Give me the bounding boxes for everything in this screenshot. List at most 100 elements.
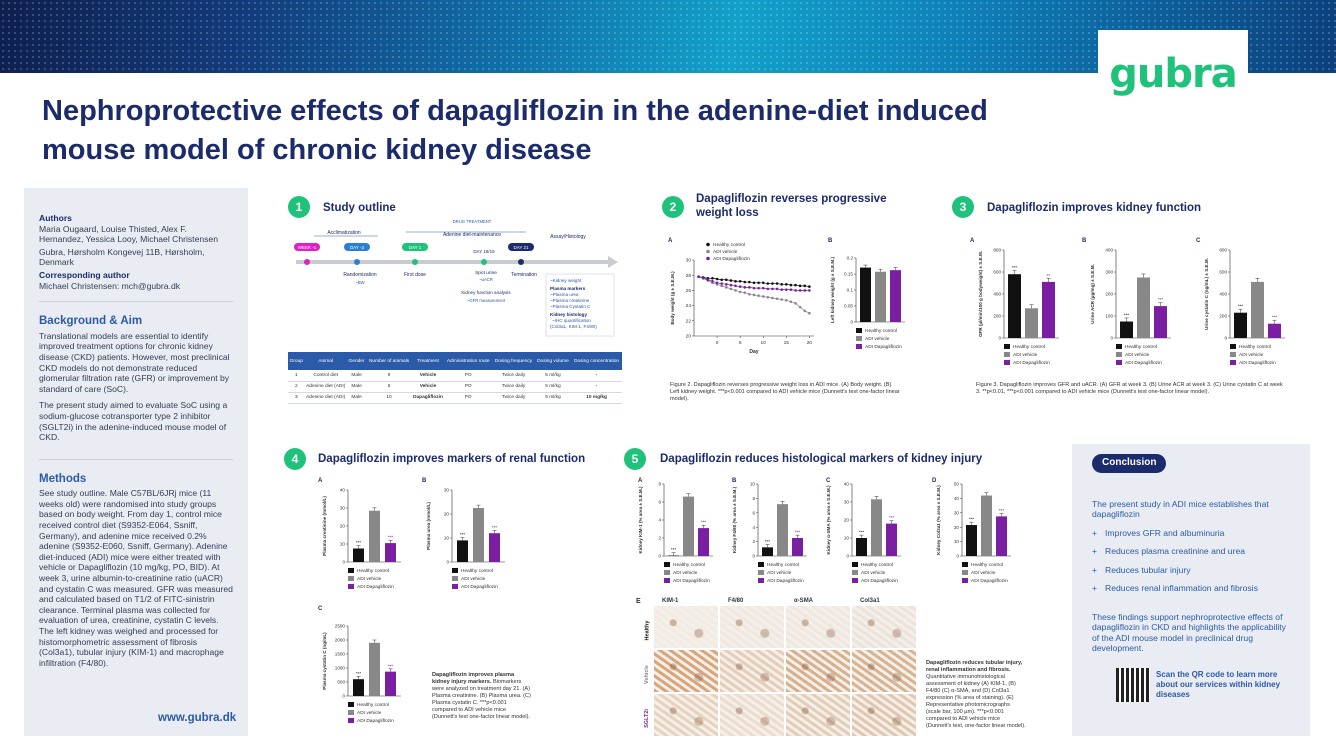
histology-column-label: KIM-1 — [662, 598, 679, 604]
y-tick-label: 20 — [340, 524, 346, 529]
y-tick-label: 0 — [998, 336, 1001, 341]
legend-swatch — [1230, 344, 1236, 349]
bar — [1251, 281, 1264, 338]
y-tick-label: 10 — [750, 482, 756, 487]
legend-swatch — [1230, 360, 1236, 365]
data-point — [766, 282, 770, 285]
table-cell: 3 — [288, 392, 305, 404]
legend-label: ADI vehicle — [1125, 352, 1150, 358]
table-cell: Male — [346, 381, 367, 393]
y-tick-label: 2 — [752, 539, 755, 544]
legend-swatch — [1116, 360, 1122, 365]
table-row: 1 Control diet Male 8 Vehicle PO Twice daily 5 … — [288, 370, 622, 382]
label-acclimatization: Acclimatization — [327, 230, 361, 236]
significance-label: *** — [492, 525, 498, 530]
histology-image — [720, 650, 784, 692]
legend-marker — [706, 256, 710, 261]
readout-6: ~IHC quantification — [552, 318, 591, 323]
y-tick-label: 400 — [1105, 248, 1113, 253]
y-tick-label: 20 — [844, 518, 850, 523]
legend-label: Healthy control — [1239, 344, 1271, 350]
legend-label: ADI vehicle — [673, 570, 698, 576]
data-point — [752, 281, 756, 285]
y-axis-label: Left kidney weight (g ± S.E.M.) — [830, 256, 835, 323]
legend-label: ADI vehicle — [713, 249, 738, 255]
data-point — [701, 276, 705, 280]
y-tick-label: 0 — [850, 320, 853, 325]
qr-text[interactable]: Scan the QR code to learn more about our… — [1156, 670, 1281, 699]
bar — [385, 543, 396, 562]
y-tick-label: 10 — [444, 536, 450, 541]
data-point — [775, 297, 779, 301]
y-axis-label: Kidney KIM-1 (% area ± S.E.M.) — [638, 486, 643, 554]
panel-letter: A — [668, 238, 673, 244]
figure-4-caption: Dapagliflozin improves plasma kidney inj… — [432, 672, 532, 721]
significance-label: *** — [388, 535, 394, 540]
table-cell: Vehicle — [411, 381, 445, 393]
y-tick-label: 100 — [1105, 314, 1113, 319]
data-point — [785, 298, 788, 302]
table-cell: PO — [444, 370, 493, 382]
y-axis-label: Plasma cystatin C (ng/mL) — [322, 632, 327, 690]
legend-swatch — [856, 328, 862, 333]
data-point — [798, 284, 802, 288]
data-point — [789, 283, 793, 287]
website-link[interactable]: www.gubra.dk — [158, 712, 237, 725]
qr-code[interactable] — [1116, 668, 1150, 702]
data-point — [757, 281, 760, 285]
legend-swatch — [962, 578, 968, 583]
panel-letter: B — [422, 478, 427, 484]
readout-2: ~Plasma urea — [550, 292, 579, 297]
y-axis-label: Plasma creatinine (mmol/L) — [322, 496, 327, 556]
legend-label: Healthy control — [461, 568, 493, 574]
section-3-title: Dapagliflozin improves kidney function — [987, 202, 1202, 214]
y-tick-label: 20 — [954, 525, 960, 530]
table-cell: 8 — [366, 381, 412, 393]
y-tick-label: 10 — [954, 539, 960, 544]
legend-label: ADI Dapagliflozin — [767, 578, 804, 584]
methods-title: Methods — [39, 472, 87, 485]
table-row: 3 Adenine diet (ADI) Male 10 Dapagliflozin PO… — [288, 392, 622, 404]
data-point — [757, 286, 760, 290]
y-tick-label: 0 — [846, 554, 849, 559]
legend-swatch — [452, 576, 458, 581]
left-panel: Authors Maria Ougaard, Louise Thisted, A… — [24, 188, 248, 736]
y-tick-label: 10 — [340, 542, 346, 547]
data-point — [738, 285, 742, 288]
legend-label: Healthy control — [357, 702, 389, 708]
y-tick-label: 26 — [686, 288, 692, 294]
legend-label: ADI vehicle — [1239, 352, 1264, 358]
y-tick-label: 400 — [993, 292, 1001, 297]
legend-swatch — [758, 562, 764, 567]
legend-swatch — [758, 570, 764, 575]
data-point — [697, 275, 700, 279]
table-header-cell: Gender — [346, 352, 367, 370]
legend-label: ADI Dapagliflozin — [861, 578, 898, 584]
background-text-1: Translational models are essential to id… — [39, 330, 230, 394]
data-point — [780, 283, 783, 286]
section-1-title: Study outline — [323, 202, 396, 214]
data-point — [794, 283, 797, 287]
chart-kim1: A 0 2 4 6 8 Kidney KIM-1 (% area ± S.E.M.) *** *… — [638, 478, 713, 584]
legend-label: Healthy control — [357, 568, 389, 574]
legend-label: Healthy control — [861, 562, 893, 568]
legend-swatch — [1116, 344, 1122, 349]
bar — [1025, 308, 1038, 338]
data-point — [725, 278, 728, 282]
y-tick-label: 0 — [752, 554, 755, 559]
data-point — [715, 277, 719, 281]
legend-swatch — [1004, 352, 1010, 357]
legend-label: ADI vehicle — [861, 570, 886, 576]
data-point — [743, 286, 747, 289]
bar — [777, 504, 788, 556]
legend-label: ADI vehicle — [971, 570, 996, 576]
table-cell: - — [571, 370, 622, 382]
poster-title: Nephroprotective effects of dapagliflozi… — [42, 95, 988, 166]
gubra-logo[interactable]: gubra — [1098, 30, 1248, 118]
y-tick-label: 300 — [1105, 270, 1113, 275]
table-cell: 5 ml/kg — [534, 392, 572, 404]
significance-label: *** — [671, 547, 677, 552]
histology-row-label: Healthy — [644, 620, 651, 641]
readout-0: ~Kidney weight — [550, 278, 582, 283]
data-point — [785, 288, 788, 291]
